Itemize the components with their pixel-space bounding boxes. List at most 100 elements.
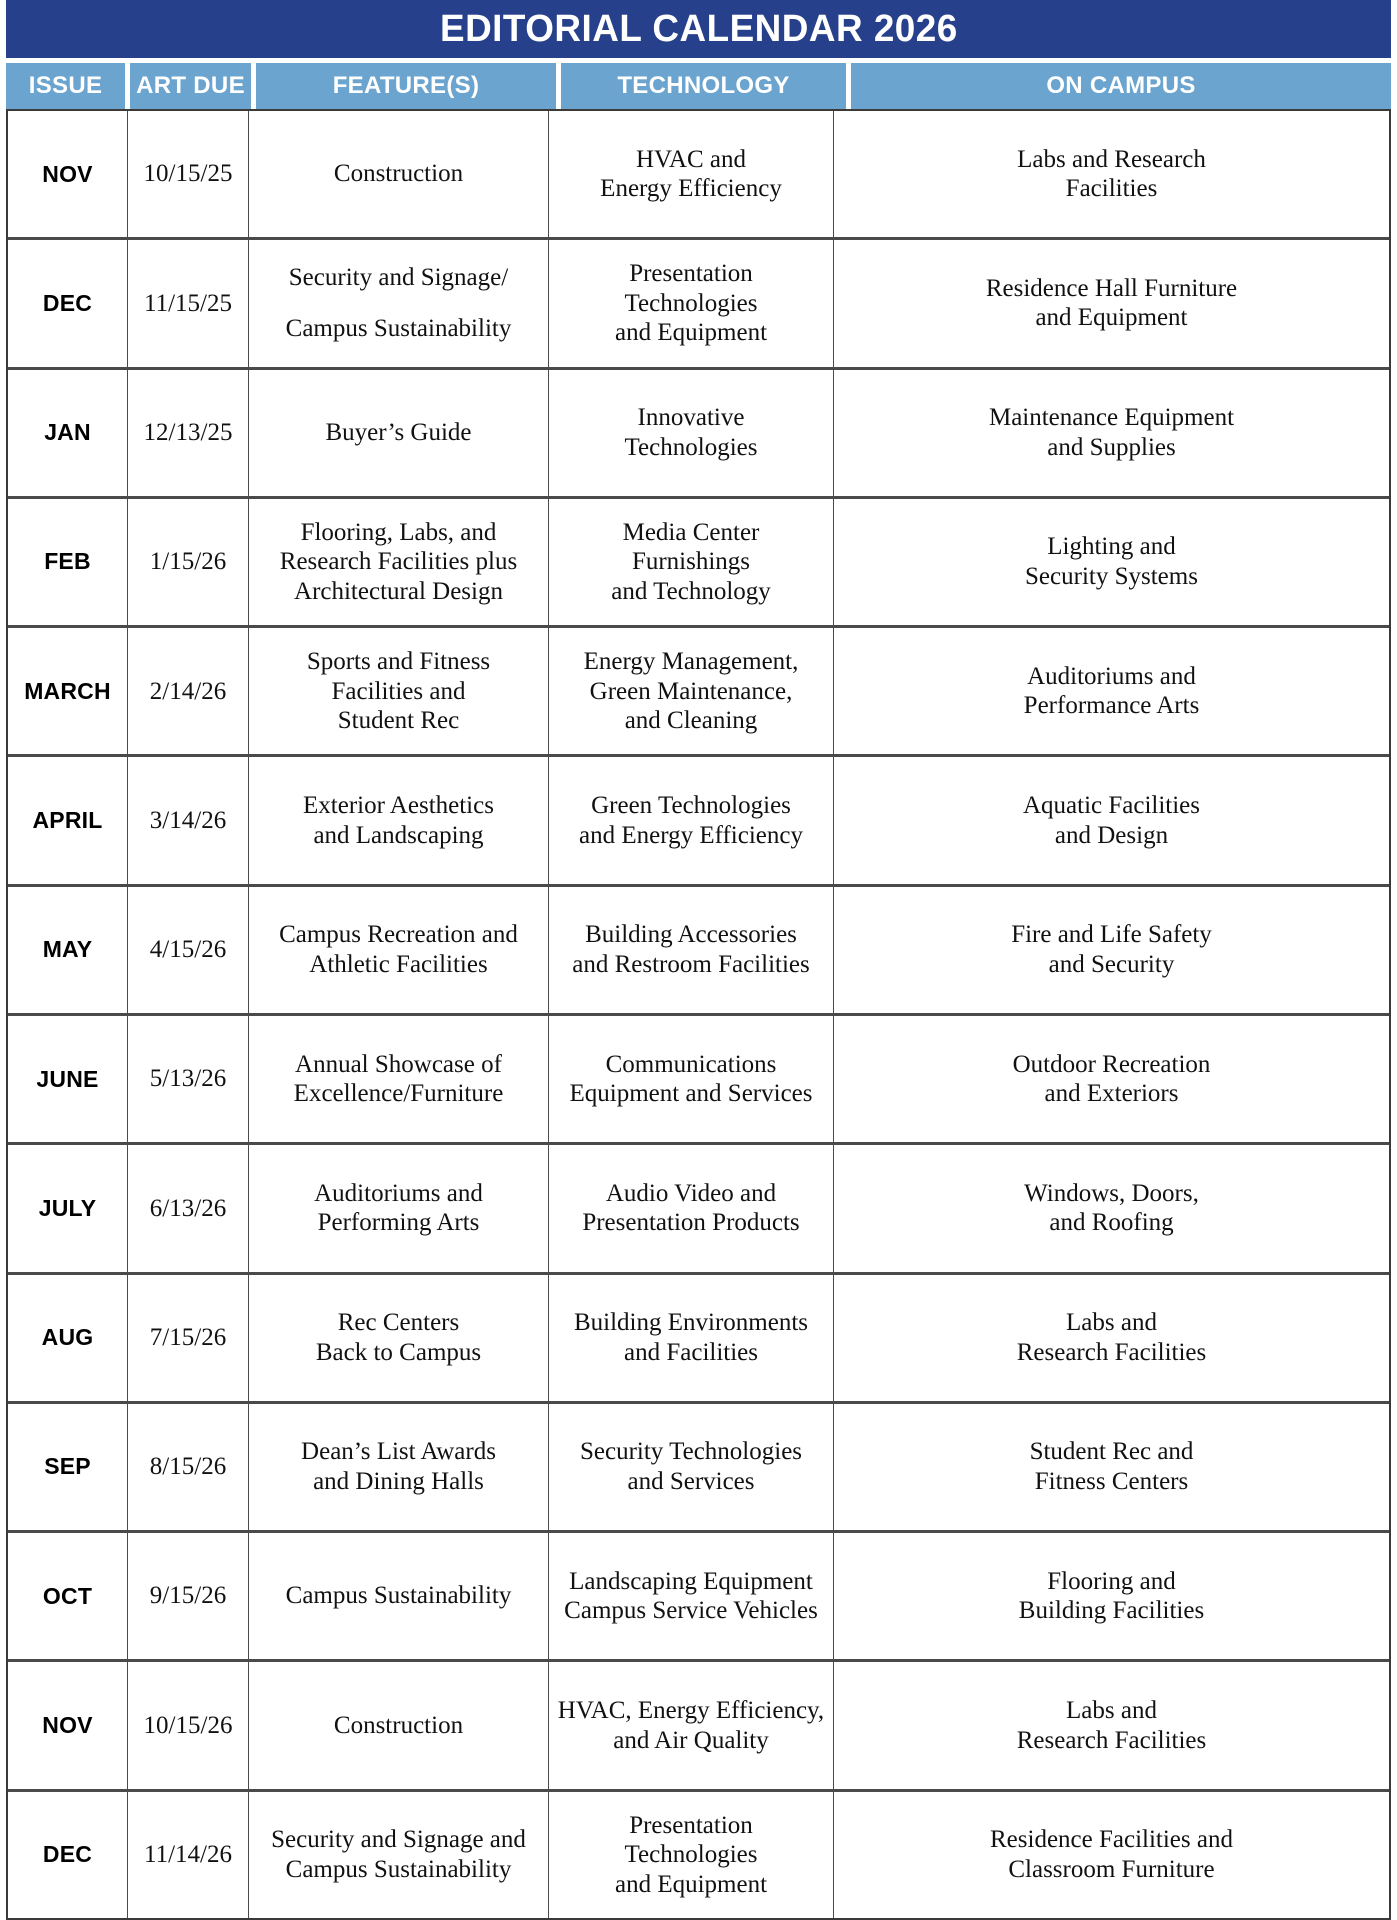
cell-line: Security Systems bbox=[1025, 562, 1198, 590]
cell-line: Construction bbox=[333, 160, 464, 188]
cell-line: Student Rec bbox=[337, 707, 460, 735]
cell-line: Building Facilities bbox=[1018, 1597, 1205, 1625]
page-title: EDITORIAL CALENDAR 2026 bbox=[439, 8, 958, 50]
column-header-art-due: ART DUE bbox=[130, 63, 251, 109]
cell-line: Exterior Aesthetics bbox=[303, 792, 494, 820]
cell-art-due-date: 1/15/26 bbox=[127, 498, 248, 626]
cell-line: Labs and bbox=[1066, 1697, 1157, 1725]
cell-art-due-date: 11/15/25 bbox=[127, 240, 248, 367]
cell-line: Campus Service Vehicles bbox=[564, 1597, 818, 1625]
cell-art-due-date: 5/13/26 bbox=[127, 1015, 248, 1143]
cell-technology: Green Technologies and Energy Efficiency bbox=[548, 757, 833, 884]
cell-issue-month: MAY bbox=[42, 936, 93, 963]
cell-on-campus: Residence Facilities and Classroom Furnit… bbox=[833, 1791, 1389, 1918]
cell-line: Auditoriums and bbox=[314, 1179, 483, 1207]
cell-issue-month: JUNE bbox=[36, 1065, 99, 1092]
cell-line: Media Center bbox=[622, 518, 760, 546]
cell-line: Classroom Furniture bbox=[1008, 1855, 1215, 1883]
cell-technology: Landscaping Equipment Campus Service Vehi… bbox=[548, 1533, 833, 1660]
cell-line: Presentation bbox=[629, 1811, 753, 1839]
table-row: JUNE 5/13/26 Annual Showcase of Excellence/… bbox=[8, 1012, 1389, 1143]
cell-line: Audio Video and bbox=[605, 1179, 777, 1207]
cell-line: Performance Arts bbox=[1023, 692, 1200, 720]
cell-line: Auditoriums and bbox=[1027, 662, 1196, 690]
cell-issue-month: OCT bbox=[42, 1582, 93, 1609]
cell-line: HVAC and bbox=[636, 145, 746, 173]
cell-line: and Air Quality bbox=[613, 1726, 769, 1754]
calendar-table-body: NOV 10/15/25 Construction HVAC and Energy Ef… bbox=[6, 109, 1391, 1920]
cell-line: Energy Management, bbox=[583, 648, 799, 676]
cell-line: and Equipment bbox=[614, 1870, 768, 1898]
cell-line: Research Facilities bbox=[1016, 1338, 1207, 1366]
cell-on-campus: Labs and Research Facilities bbox=[833, 1662, 1389, 1789]
cell-art-due-date: 6/13/26 bbox=[127, 1145, 248, 1272]
cell-line: and Equipment bbox=[1035, 304, 1188, 332]
cell-issue-month: APRIL bbox=[32, 806, 103, 833]
cell-line: and Energy Efficiency bbox=[579, 821, 803, 849]
cell-technology: Audio Video and Presentation Products bbox=[548, 1145, 833, 1272]
cell-line: Fitness Centers bbox=[1034, 1467, 1189, 1495]
cell-on-campus: Maintenance Equipment and Supplies bbox=[833, 369, 1389, 496]
cell-line: Facilities and bbox=[331, 677, 466, 705]
table-row: DEC 11/14/26 Security and Signage and Campu… bbox=[8, 1788, 1389, 1918]
cell-features: Sports and Fitness Facilities and Student … bbox=[248, 628, 548, 755]
cell-line: Flooring and bbox=[1047, 1567, 1176, 1595]
cell-issue-month: FEB bbox=[44, 548, 91, 575]
cell-line: Technologies bbox=[624, 433, 758, 461]
cell-features: Flooring, Labs, and Research Facilities p… bbox=[248, 498, 548, 626]
cell-features: Auditoriums and Performing Arts bbox=[248, 1145, 548, 1272]
table-row: JAN 12/13/25 Buyer’s Guide Innovative Techno… bbox=[8, 366, 1389, 496]
calendar-title-bar: EDITORIAL CALENDAR 2026 bbox=[6, 0, 1391, 58]
cell-technology: Energy Management, Green Maintenance, and … bbox=[548, 628, 833, 755]
cell-features: Security and Signage and Campus Sustainab… bbox=[248, 1791, 548, 1918]
cell-issue-month: AUG bbox=[41, 1324, 94, 1351]
cell-issue-month: DEC bbox=[42, 289, 93, 316]
cell-line: Campus Recreation and bbox=[279, 921, 518, 949]
cell-art-due-date: 2/14/26 bbox=[127, 628, 248, 755]
cell-line: Technologies bbox=[624, 1841, 758, 1869]
cell-on-campus: Labs and Research Facilities bbox=[833, 1274, 1389, 1401]
cell-line: HVAC, Energy Efficiency, bbox=[557, 1697, 825, 1725]
cell-technology: HVAC, Energy Efficiency, and Air Quality bbox=[548, 1662, 833, 1789]
cell-line: and Dining Halls bbox=[313, 1467, 484, 1495]
cell-art-due-date: 7/15/26 bbox=[127, 1274, 248, 1401]
cell-line: and Exteriors bbox=[1044, 1080, 1179, 1108]
cell-line: Architectural Design bbox=[294, 577, 503, 605]
cell-line: Green Technologies bbox=[591, 792, 791, 820]
cell-on-campus: Windows, Doors, and Roofing bbox=[833, 1145, 1389, 1272]
column-header-features: FEATURE(S) bbox=[256, 63, 556, 109]
cell-features: Construction bbox=[248, 111, 548, 238]
cell-line: Building Environments bbox=[573, 1309, 809, 1337]
table-row: NOV 10/15/25 Construction HVAC and Energy Ef… bbox=[8, 109, 1389, 238]
cell-features: Buyer’s Guide bbox=[248, 369, 548, 496]
cell-line: and Supplies bbox=[1047, 433, 1176, 461]
cell-art-due-date: 8/15/26 bbox=[127, 1403, 248, 1531]
cell-art-due-date: 4/15/26 bbox=[127, 886, 248, 1013]
cell-line: and Restroom Facilities bbox=[572, 950, 810, 978]
cell-line: Security Technologies bbox=[579, 1438, 803, 1466]
cell-technology: Presentation Technologies and Equipment bbox=[548, 240, 833, 367]
cell-line: Research Facilities plus bbox=[279, 548, 518, 576]
cell-line: Maintenance Equipment bbox=[988, 404, 1235, 432]
cell-line: Landscaping Equipment bbox=[569, 1567, 813, 1595]
cell-line: Construction bbox=[333, 1711, 464, 1739]
cell-line: and Roofing bbox=[1049, 1209, 1174, 1237]
cell-line: Residence Hall Furniture bbox=[985, 274, 1238, 302]
cell-line: Campus Sustainability bbox=[285, 315, 512, 343]
cell-line: Fire and Life Safety bbox=[1011, 921, 1212, 949]
column-header-on-campus: ON CAMPUS bbox=[851, 63, 1391, 109]
table-row: JULY 6/13/26 Auditoriums and Performing Art… bbox=[8, 1142, 1389, 1272]
cell-line: Security and Signage/ bbox=[288, 263, 509, 291]
cell-technology: Building Environments and Facilities bbox=[548, 1274, 833, 1401]
cell-line: Campus Sustainability bbox=[285, 1582, 512, 1610]
cell-line: Buyer’s Guide bbox=[325, 418, 472, 446]
cell-line: Rec Centers bbox=[337, 1309, 460, 1337]
cell-line: Labs and Research bbox=[1017, 145, 1206, 173]
cell-art-due-date: 10/15/25 bbox=[127, 111, 248, 238]
cell-art-due-date: 3/14/26 bbox=[127, 757, 248, 884]
cell-on-campus: Student Rec and Fitness Centers bbox=[833, 1403, 1389, 1531]
cell-line: Flooring, Labs, and bbox=[300, 518, 497, 546]
column-header-technology: TECHNOLOGY bbox=[561, 63, 846, 109]
cell-line: Student Rec and bbox=[1029, 1438, 1194, 1466]
